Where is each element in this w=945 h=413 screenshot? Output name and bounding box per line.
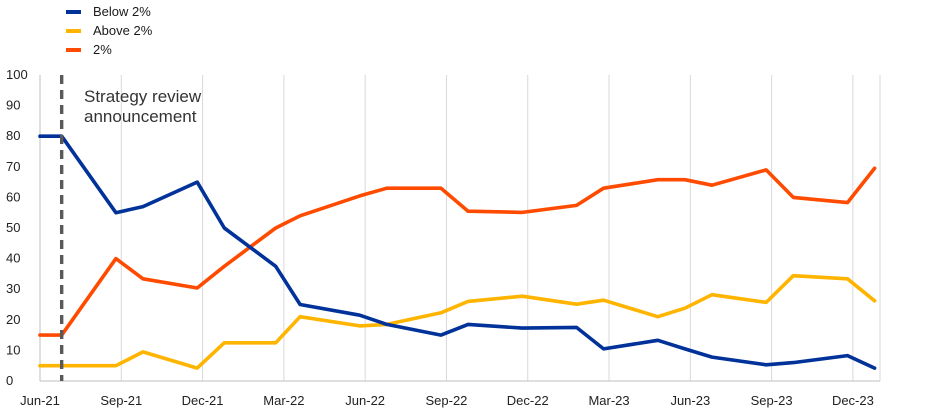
x-tick-label-dec-21: Dec-21 [182, 393, 224, 408]
chart-legend: Below 2% Above 2% 2% [66, 2, 152, 59]
x-tick-label-mar-23: Mar-23 [588, 393, 629, 408]
x-tick-label-jun-23: Jun-23 [670, 393, 710, 408]
y-tick-label-80: 80 [6, 128, 20, 143]
x-tick-label-sep-21: Sep-21 [100, 393, 142, 408]
x-tick-label-dec-22: Dec-22 [507, 393, 549, 408]
y-tick-label-10: 10 [6, 342, 20, 357]
legend-swatch-above-2 [66, 28, 81, 33]
x-tick-label-mar-22: Mar-22 [263, 393, 304, 408]
annotation-text-line-1: Strategy review [84, 87, 202, 106]
y-tick-label-50: 50 [6, 220, 20, 235]
legend-item-above-2: Above 2% [66, 21, 152, 40]
y-tick-label-30: 30 [6, 281, 20, 296]
series-line-2-pct [38, 166, 877, 337]
legend-item-2: 2% [66, 40, 152, 59]
y-tick-label-0: 0 [6, 373, 13, 388]
y-tick-label-20: 20 [6, 312, 20, 327]
annotation-text-line-2: announcement [84, 107, 197, 126]
legend-swatch-2 [66, 47, 81, 52]
legend-label-above-2: Above 2% [93, 23, 153, 38]
x-tick-label-jun-21: Jun-21 [20, 393, 60, 408]
x-tick-label-sep-23: Sep-23 [751, 393, 793, 408]
y-tick-label-70: 70 [6, 159, 20, 174]
legend-label-below-2: Below 2% [93, 4, 151, 19]
series-line-above-2-pct [38, 273, 877, 370]
series-line-below-2-pct [38, 134, 877, 370]
legend-label-2: 2% [93, 42, 112, 57]
y-tick-label-60: 60 [6, 189, 20, 204]
x-tick-label-sep-22: Sep-22 [425, 393, 467, 408]
y-tick-label-90: 90 [6, 98, 20, 113]
legend-swatch-below-2 [66, 9, 81, 14]
legend-item-below-2: Below 2% [66, 2, 152, 21]
y-tick-label-40: 40 [6, 251, 20, 266]
x-tick-label-dec-23: Dec-23 [832, 393, 874, 408]
y-tick-label-100: 100 [6, 67, 28, 82]
x-tick-label-jun-22: Jun-22 [345, 393, 385, 408]
